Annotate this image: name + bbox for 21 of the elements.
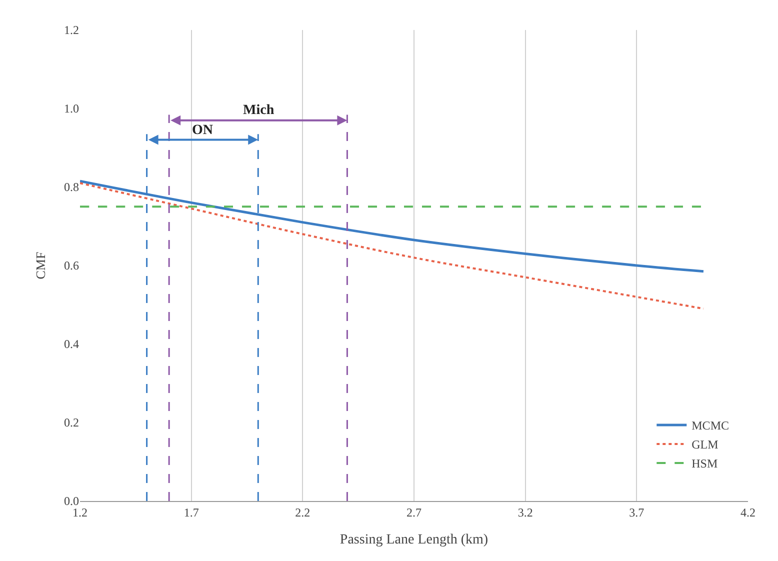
y-tick-label: 0.0 <box>64 494 79 508</box>
legend-label: GLM <box>692 438 719 452</box>
y-axis-title: CMF <box>32 252 48 280</box>
annotation: Mich <box>243 103 274 118</box>
x-axis-title: Passing Lane Length (km) <box>340 532 488 548</box>
x-tick-label: 3.7 <box>629 505 644 520</box>
legend-label: MCMC <box>692 418 729 433</box>
legend-label: HSM <box>692 456 718 471</box>
annotation: ON <box>192 123 213 138</box>
y-tick-label: 0.4 <box>64 337 79 352</box>
x-tick-label: 1.7 <box>184 505 199 520</box>
x-tick-label: 2.2 <box>295 505 310 520</box>
x-tick-label: 4.2 <box>740 505 756 520</box>
y-tick-label: 0.2 <box>64 416 79 430</box>
y-tick-label: 1.0 <box>64 102 79 116</box>
line-series <box>80 182 704 310</box>
y-tick-label: 0.6 <box>64 258 79 273</box>
x-tick-label: 2.7 <box>406 505 422 520</box>
x-tick-label: 3.2 <box>518 505 533 520</box>
y-tick-label: 0.8 <box>64 180 79 194</box>
y-tick-label: 1.2 <box>64 23 79 38</box>
